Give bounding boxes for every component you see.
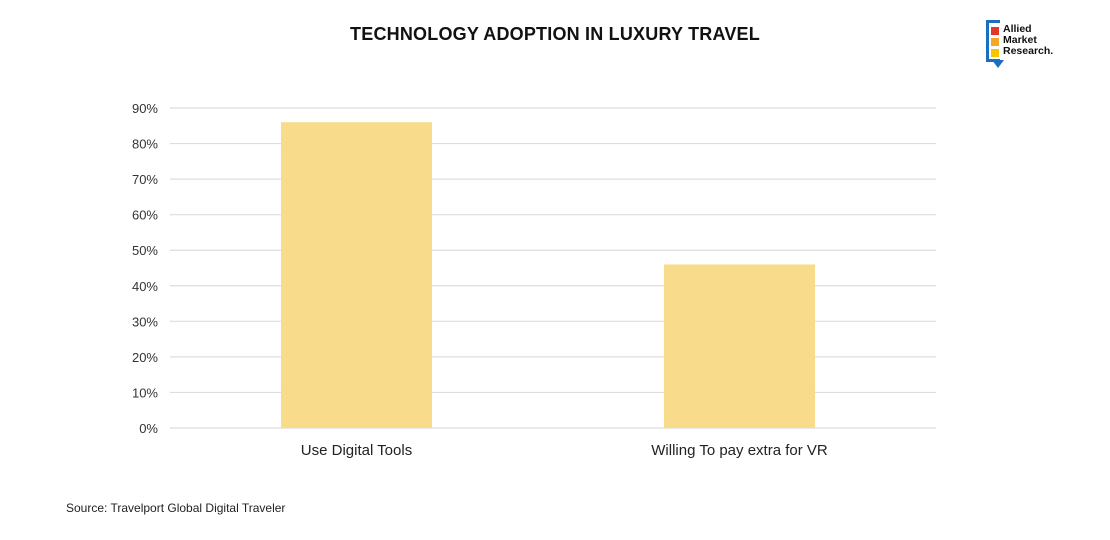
logo-line-2: Market — [1003, 34, 1037, 46]
y-tick-label-90: 90% — [132, 101, 158, 116]
logo-square-orange — [991, 38, 999, 46]
y-tick-label-70: 70% — [132, 172, 158, 187]
y-tick-label-20: 20% — [132, 350, 158, 365]
chart-title: TECHNOLOGY ADOPTION IN LUXURY TRAVEL — [350, 24, 760, 44]
logo-wordmark: Allied Market Research. — [1003, 24, 1053, 57]
source-note: Source: Travelport Global Digital Travel… — [66, 501, 286, 515]
logo-line-3: Research. — [1003, 45, 1054, 57]
x-category-label-2: Willing To pay extra for VR — [651, 442, 828, 459]
bar-1 — [281, 122, 432, 428]
bar-2 — [664, 264, 815, 428]
logo-square-yellow — [991, 49, 999, 57]
logo-tail — [992, 60, 1004, 68]
y-tick-label-60: 60% — [132, 208, 158, 223]
logo-line-1: Allied — [1003, 23, 1032, 35]
y-tick-label-80: 80% — [132, 137, 158, 152]
y-tick-label-40: 40% — [132, 279, 158, 294]
logo-square-red — [991, 27, 999, 35]
y-tick-label-10: 10% — [132, 385, 158, 400]
allied-market-research-logo: Allied Market Research. — [986, 20, 1082, 72]
y-tick-label-50: 50% — [132, 243, 158, 258]
y-tick-label-0: 0% — [139, 421, 158, 436]
x-category-label-1: Use Digital Tools — [301, 442, 412, 459]
y-tick-label-30: 30% — [132, 314, 158, 329]
